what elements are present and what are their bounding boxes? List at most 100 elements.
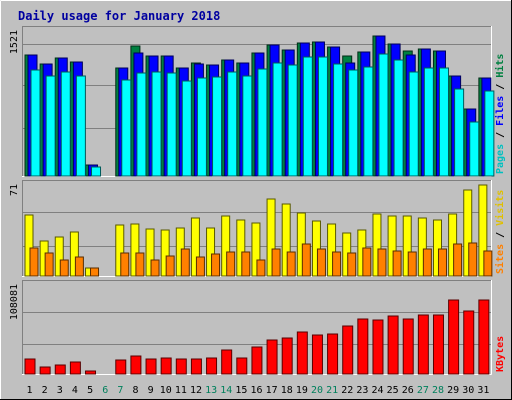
day-label-12: 12 xyxy=(190,385,202,396)
bar-hits-pages-day-14 xyxy=(227,71,238,177)
bar-visits-sites-day-21 xyxy=(332,251,342,277)
bar-kbytes-kbytes-day-24 xyxy=(372,319,384,375)
bar-visits-visits-day-8 xyxy=(130,223,140,277)
bar-visits-sites-day-7 xyxy=(120,252,130,277)
bar-visits-sites-day-28 xyxy=(437,248,447,277)
bar-kbytes-kbytes-day-27 xyxy=(417,314,429,375)
day-label-27: 27 xyxy=(417,385,429,396)
bar-hits-pages-day-1 xyxy=(30,69,41,177)
day-label-7: 7 xyxy=(117,385,123,396)
bar-kbytes-kbytes-day-11 xyxy=(175,358,187,375)
day-label-31: 31 xyxy=(477,385,489,396)
bar-hits-pages-day-8 xyxy=(136,72,147,177)
bar-kbytes-kbytes-day-4 xyxy=(69,361,81,375)
day-label-8: 8 xyxy=(132,385,138,396)
bar-visits-visits-day-21 xyxy=(327,223,337,277)
legend-segment-1: / xyxy=(495,126,506,144)
bar-hits-pages-day-31 xyxy=(484,90,495,177)
bar-kbytes-kbytes-day-29 xyxy=(448,299,460,375)
bar-visits-visits-day-15 xyxy=(236,219,246,277)
bar-visits-sites-day-22 xyxy=(347,252,357,277)
bar-hits-pages-day-21 xyxy=(333,63,344,177)
day-label-19: 19 xyxy=(296,385,308,396)
day-label-26: 26 xyxy=(402,385,414,396)
day-label-21: 21 xyxy=(326,385,338,396)
bar-visits-sites-day-9 xyxy=(150,259,160,277)
day-label-15: 15 xyxy=(235,385,247,396)
bar-hits-pages-day-18 xyxy=(287,64,298,177)
bar-hits-pages-day-15 xyxy=(242,75,253,177)
bar-visits-visits-day-12 xyxy=(190,217,200,277)
bar-visits-visits-day-13 xyxy=(206,227,216,277)
bar-visits-sites-day-1 xyxy=(29,247,39,277)
panel-visits-legend: Sites / Visits xyxy=(494,190,506,274)
bar-kbytes-kbytes-day-5 xyxy=(85,370,97,375)
bar-visits-visits-day-4 xyxy=(69,231,79,277)
bar-visits-sites-day-31 xyxy=(483,250,493,277)
bar-visits-sites-day-20 xyxy=(316,248,326,277)
bar-visits-visits-day-3 xyxy=(54,236,64,277)
bar-kbytes-kbytes-day-10 xyxy=(160,357,172,375)
bar-visits-visits-day-7 xyxy=(115,224,125,277)
legend-segment-3: / xyxy=(495,78,506,96)
bar-visits-visits-day-16 xyxy=(251,222,261,277)
day-label-28: 28 xyxy=(432,385,444,396)
bar-visits-visits-day-17 xyxy=(266,198,276,277)
bar-hits-pages-day-16 xyxy=(257,68,268,177)
bar-kbytes-kbytes-day-3 xyxy=(54,364,66,375)
bar-hits-pages-day-17 xyxy=(272,62,283,177)
bar-visits-sites-day-30 xyxy=(468,242,478,277)
day-label-23: 23 xyxy=(356,385,368,396)
day-label-18: 18 xyxy=(281,385,293,396)
bar-visits-visits-day-27 xyxy=(417,217,427,277)
day-label-1: 1 xyxy=(27,385,33,396)
bar-kbytes-kbytes-day-8 xyxy=(130,355,142,375)
day-label-25: 25 xyxy=(387,385,399,396)
bar-visits-sites-day-15 xyxy=(241,251,251,277)
bar-hits-pages-day-4 xyxy=(75,75,86,177)
panel-kbytes-legend: KBytes xyxy=(495,336,506,372)
bar-visits-visits-day-28 xyxy=(432,219,442,277)
bar-hits-pages-day-2 xyxy=(45,75,56,177)
bar-visits-visits-day-25 xyxy=(387,215,397,277)
bar-visits-visits-day-31 xyxy=(478,184,488,277)
bar-visits-sites-day-13 xyxy=(211,253,221,277)
day-label-4: 4 xyxy=(72,385,78,396)
chart-title: Daily usage for January 2018 xyxy=(18,9,220,23)
bar-hits-pages-day-3 xyxy=(60,71,71,177)
bar-hits-pages-day-24 xyxy=(378,53,389,177)
day-label-20: 20 xyxy=(311,385,323,396)
day-label-13: 13 xyxy=(205,385,217,396)
bar-visits-sites-day-24 xyxy=(377,248,387,277)
bar-hits-pages-day-13 xyxy=(212,76,223,177)
bar-hits-pages-day-26 xyxy=(408,71,419,177)
panel-visits-axis-max-label: 71 xyxy=(9,184,20,196)
bar-visits-visits-day-30 xyxy=(463,189,473,277)
bar-hits-pages-day-29 xyxy=(454,88,465,177)
bar-visits-visits-day-9 xyxy=(145,228,155,277)
bar-visits-sites-day-8 xyxy=(135,252,145,277)
day-label-17: 17 xyxy=(266,385,278,396)
bar-hits-pages-day-9 xyxy=(151,71,162,177)
bar-kbytes-kbytes-day-19 xyxy=(296,331,308,375)
bar-kbytes-kbytes-day-14 xyxy=(221,349,233,375)
bar-hits-pages-day-23 xyxy=(363,66,374,177)
bar-kbytes-kbytes-day-16 xyxy=(251,346,263,375)
bar-visits-visits-day-10 xyxy=(160,229,170,277)
legend-segment-1: / xyxy=(495,226,506,244)
bar-visits-sites-day-26 xyxy=(407,251,417,277)
legend-segment-0: KBytes xyxy=(495,336,506,372)
bar-visits-sites-day-17 xyxy=(271,248,281,277)
bar-hits-pages-day-28 xyxy=(438,67,449,177)
bar-hits-pages-day-30 xyxy=(469,121,480,177)
day-label-2: 2 xyxy=(42,385,48,396)
bar-visits-visits-day-1 xyxy=(24,214,34,277)
bar-hits-pages-day-7 xyxy=(121,79,132,177)
bar-kbytes-kbytes-day-17 xyxy=(266,339,278,375)
day-label-30: 30 xyxy=(462,385,474,396)
bar-hits-pages-day-11 xyxy=(181,80,192,177)
bar-visits-sites-day-16 xyxy=(256,259,266,277)
day-label-22: 22 xyxy=(341,385,353,396)
bar-kbytes-kbytes-day-7 xyxy=(115,359,127,375)
